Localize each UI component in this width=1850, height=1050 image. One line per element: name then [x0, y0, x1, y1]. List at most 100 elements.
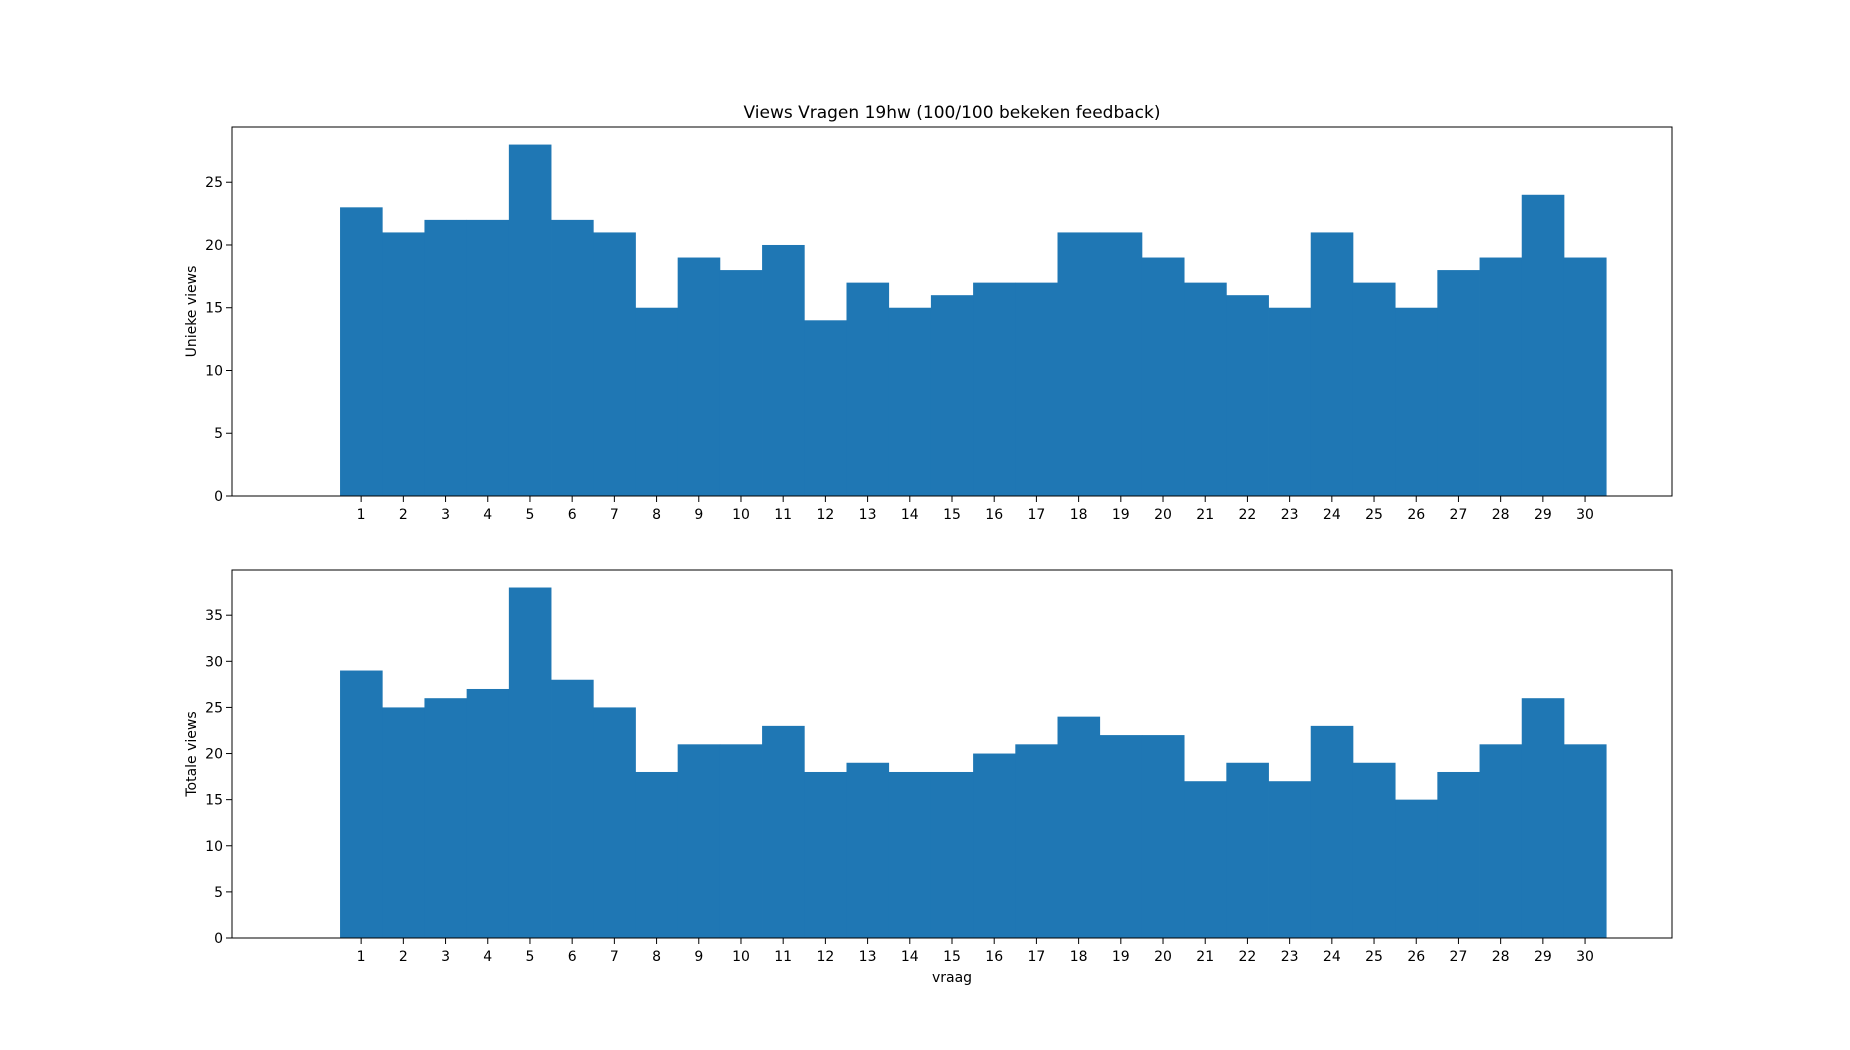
x-tick-label: 11: [774, 507, 792, 523]
x-tick-label: 5: [525, 507, 534, 523]
x-tick-label: 13: [859, 949, 877, 965]
x-tick-label: 24: [1323, 507, 1341, 523]
bar-vraag-17: [1015, 282, 1058, 496]
bar-vraag-17: [1015, 744, 1058, 938]
bar-vraag-28: [1479, 744, 1523, 938]
x-tick-label: 29: [1534, 507, 1552, 523]
unique-views-x-axis: 1 2 3 4 5 6 7 8 9 10 11 12 13 14 15 16 17 18 19 20 21 22 23 24 2…: [357, 496, 1594, 523]
bar-vraag-4: [466, 219, 510, 496]
bar-vraag-14: [888, 771, 932, 938]
x-tick-label: 24: [1323, 949, 1341, 965]
bar-vraag-3: [424, 698, 468, 938]
bar-vraag-6: [551, 219, 594, 496]
x-tick-label: 6: [568, 507, 577, 523]
x-tick-label: 8: [652, 949, 661, 965]
bar-vraag-20: [1141, 735, 1185, 938]
bar-vraag-1: [340, 207, 383, 496]
bar-vraag-26: [1395, 307, 1438, 496]
x-tick-label: 19: [1112, 949, 1130, 965]
x-tick-label: 3: [441, 949, 450, 965]
y-tick-label: 0: [214, 489, 223, 505]
bar-vraag-27: [1437, 270, 1480, 496]
bar-vraag-2: [382, 232, 425, 496]
bar-vraag-19: [1099, 232, 1143, 496]
x-tick-label: 14: [901, 507, 919, 523]
total-views-y-axis: 0 5 10 15 20 25 30 35: [205, 608, 232, 947]
bar-vraag-27: [1437, 771, 1480, 938]
x-tick-label: 26: [1407, 507, 1425, 523]
unique-views-bars: [340, 144, 1607, 496]
bar-vraag-24: [1310, 725, 1354, 938]
bar-vraag-16: [973, 753, 1016, 938]
y-tick-label: 35: [205, 608, 223, 624]
x-tick-label: 22: [1239, 949, 1257, 965]
y-tick-label: 5: [214, 426, 223, 442]
bar-vraag-29: [1521, 194, 1565, 496]
x-tick-label: 15: [943, 507, 961, 523]
x-tick-label: 21: [1196, 507, 1214, 523]
bar-vraag-18: [1057, 716, 1101, 938]
x-tick-label: 30: [1576, 949, 1594, 965]
x-tick-label: 17: [1027, 507, 1045, 523]
total-views-x-axis: 1 2 3 4 5 6 7 8 9 10 11 12 13 14 15 16 17 18 19 20 21 22 23 24 2…: [357, 938, 1594, 965]
bar-vraag-11: [762, 244, 805, 496]
x-tick-label: 2: [399, 507, 408, 523]
x-tick-label: 4: [483, 949, 492, 965]
bar-vraag-24: [1310, 232, 1354, 496]
bar-vraag-25: [1352, 282, 1396, 496]
y-tick-label: 10: [205, 839, 223, 855]
bar-vraag-12: [804, 320, 847, 496]
x-tick-label: 3: [441, 507, 450, 523]
x-tick-label: 28: [1492, 507, 1510, 523]
x-tick-label: 1: [357, 507, 366, 523]
bar-vraag-22: [1226, 295, 1269, 496]
x-tick-label: 4: [483, 507, 492, 523]
bar-vraag-8: [635, 771, 679, 938]
total-views-bars: [340, 587, 1607, 938]
x-tick-label: 12: [816, 949, 834, 965]
bar-vraag-22: [1226, 762, 1269, 938]
bar-vraag-12: [804, 771, 847, 938]
x-tick-label: 20: [1154, 507, 1172, 523]
bar-vraag-13: [846, 282, 890, 496]
bar-vraag-10: [719, 744, 763, 938]
bar-vraag-3: [424, 219, 468, 496]
x-tick-label: 7: [610, 507, 619, 523]
x-tick-label: 11: [774, 949, 792, 965]
x-tick-label: 2: [399, 949, 408, 965]
bar-vraag-19: [1099, 735, 1143, 938]
bar-vraag-29: [1521, 698, 1565, 938]
x-tick-label: 29: [1534, 949, 1552, 965]
x-tick-label: 17: [1027, 949, 1045, 965]
y-tick-label: 5: [214, 885, 223, 901]
y-tick-label: 20: [205, 238, 223, 254]
bar-vraag-7: [593, 232, 636, 496]
x-tick-label: 15: [943, 949, 961, 965]
y-tick-label: 10: [205, 363, 223, 379]
x-tick-label: 20: [1154, 949, 1172, 965]
y-tick-label: 25: [205, 175, 223, 191]
bar-vraag-6: [551, 679, 594, 938]
bar-vraag-16: [973, 282, 1016, 496]
y-tick-label: 20: [205, 747, 223, 763]
bar-vraag-2: [382, 707, 425, 938]
x-tick-label: 9: [694, 507, 703, 523]
bar-vraag-28: [1479, 257, 1523, 496]
bar-vraag-23: [1268, 781, 1312, 938]
x-tick-label: 27: [1450, 949, 1468, 965]
bar-vraag-20: [1141, 257, 1185, 496]
bar-vraag-21: [1184, 282, 1227, 496]
bar-vraag-13: [846, 762, 890, 938]
chart-title: Views Vragen 19hw (100/100 bekeken feedb…: [744, 103, 1161, 123]
x-tick-label: 13: [859, 507, 877, 523]
bar-vraag-21: [1184, 781, 1227, 938]
x-tick-label: 7: [610, 949, 619, 965]
x-tick-label: 23: [1281, 507, 1299, 523]
bar-vraag-25: [1352, 762, 1396, 938]
bar-vraag-11: [762, 725, 805, 938]
x-tick-label: 10: [732, 949, 750, 965]
total-views-x-label: vraag: [932, 970, 972, 986]
